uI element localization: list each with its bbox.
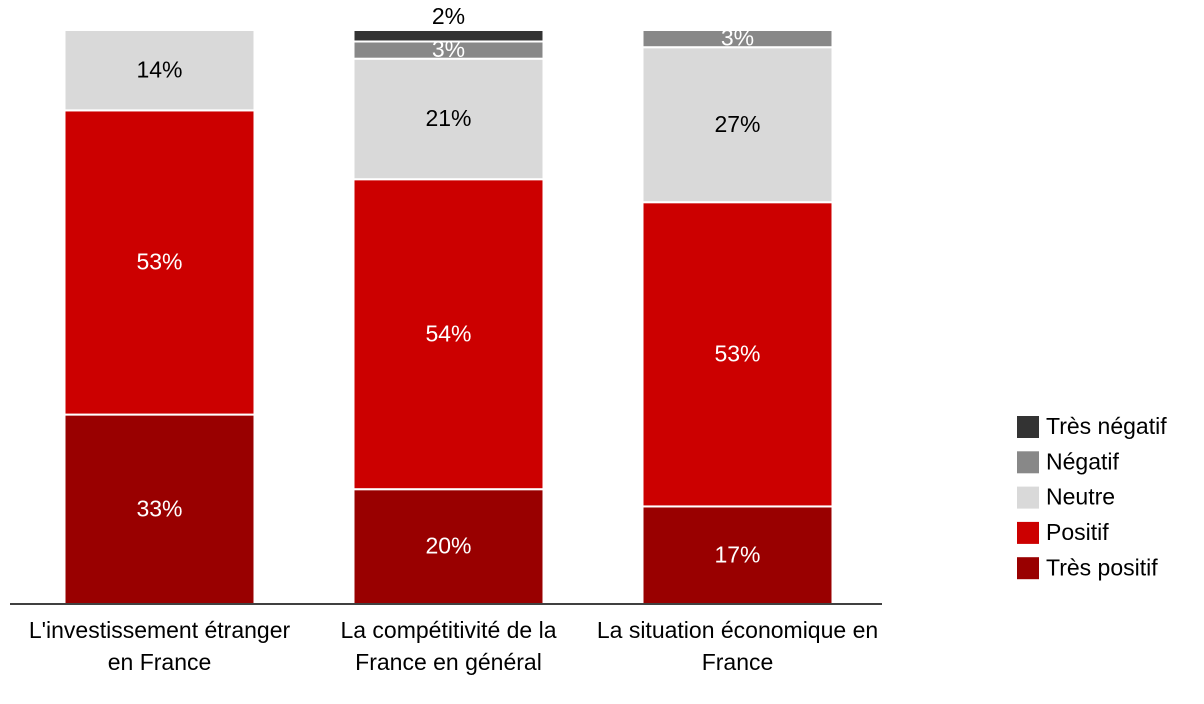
bar-segment xyxy=(641,201,834,508)
x-tick-label: La situation économique en France xyxy=(597,617,878,675)
bar-segment xyxy=(63,29,256,112)
data-label: 21% xyxy=(425,105,471,131)
legend-label: Très négatif xyxy=(1046,413,1167,439)
bar-segment xyxy=(641,46,834,204)
bar-segment xyxy=(63,413,256,605)
bar-segment xyxy=(352,57,545,181)
bar-segment xyxy=(352,29,545,43)
x-tick-label: L'investissement étranger en France xyxy=(29,617,291,675)
x-tick-label: La compétitivité de la France en général xyxy=(340,617,556,675)
data-label: 2% xyxy=(432,3,465,29)
data-label: 53% xyxy=(714,340,760,366)
data-label: 3% xyxy=(721,25,754,51)
bar-segment xyxy=(641,29,834,49)
data-label: 33% xyxy=(136,495,182,521)
legend-swatch xyxy=(1017,416,1039,438)
legend-label: Neutre xyxy=(1046,484,1115,510)
data-label: 53% xyxy=(136,249,182,275)
legend-label: Négatif xyxy=(1046,448,1119,474)
legend-label: Positif xyxy=(1046,519,1109,545)
bar-segment xyxy=(63,109,256,416)
data-label: 14% xyxy=(136,56,182,82)
data-label: 20% xyxy=(425,533,471,559)
data-label: 27% xyxy=(714,111,760,137)
bar-segment xyxy=(641,505,834,606)
data-label: 17% xyxy=(714,541,760,567)
legend-swatch xyxy=(1017,486,1039,509)
legend-swatch xyxy=(1017,451,1039,474)
bar-segment xyxy=(352,488,545,606)
data-label: 54% xyxy=(425,320,471,346)
legend-label: Très positif xyxy=(1046,554,1158,580)
bar-segment xyxy=(352,178,545,491)
legend-swatch xyxy=(1017,521,1039,544)
legend-swatch xyxy=(1017,557,1039,580)
